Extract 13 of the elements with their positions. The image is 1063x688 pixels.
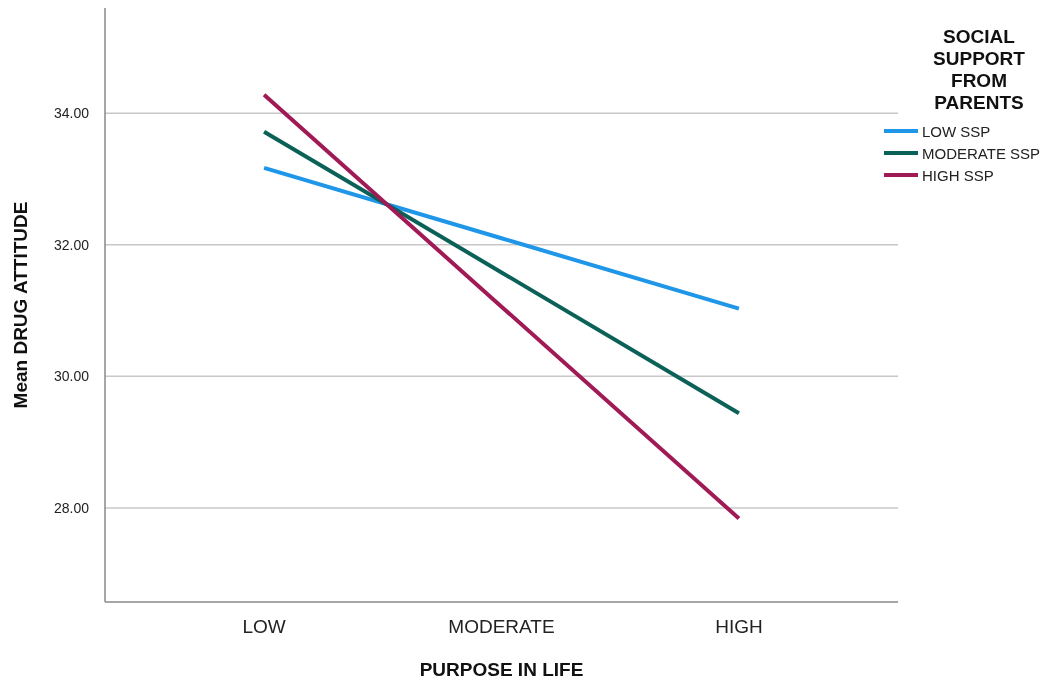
y-tick-label: 32.00 [53,236,90,253]
x-tick-label: HIGH [715,616,763,638]
legend-label: LOW SSP [922,122,991,140]
x-axis-title: PURPOSE IN LIFE [419,659,584,680]
x-tick-label: MODERATE [448,616,555,638]
y-tick-label: 28.00 [53,499,90,516]
y-tick-label: 30.00 [53,368,90,385]
legend-label: HIGH SSP [922,166,994,184]
legend-label: MODERATE SSP [922,144,1041,162]
y-tick-label: 34.00 [53,105,90,122]
x-tick-label: LOW [242,616,286,638]
y-axis-title: Mean DRUG ATTITUDE [9,201,31,409]
legend-title: SOCIAL SUPPORT FROM PARENTS [932,26,1026,114]
